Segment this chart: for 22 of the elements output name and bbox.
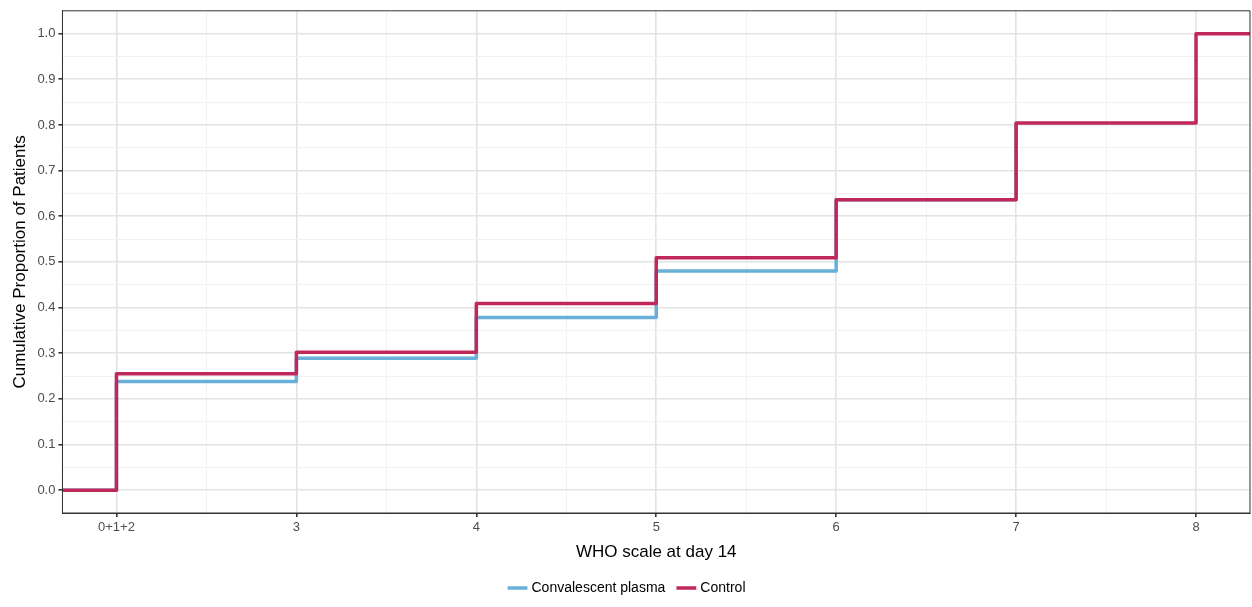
y-axis-title: Cumulative Proportion of Patients [9,135,29,389]
y-tick-label: 0.7 [37,162,56,178]
x-tick-label: 0+1+2 [98,519,135,535]
legend-label: Convalescent plasma [531,578,666,595]
y-tick-label: 1.0 [37,25,56,41]
x-tick-label: 3 [292,519,300,535]
x-tick-label: 5 [652,519,660,535]
y-tick-label: 0.4 [37,299,56,315]
legend-label: Control [700,578,746,595]
y-tick-label: 0.1 [37,436,56,452]
y-tick-label: 0.3 [37,344,56,360]
x-tick-label: 7 [1012,519,1020,535]
y-tick-label: 0.6 [37,207,56,223]
x-tick-label: 8 [1192,519,1200,535]
x-tick-label: 6 [832,519,840,535]
y-tick-label: 0.9 [37,70,56,86]
y-tick-label: 0.5 [37,253,56,269]
y-tick-label: 0.2 [37,390,56,406]
x-tick-label: 4 [472,519,480,535]
x-axis-title: WHO scale at day 14 [575,542,737,562]
y-tick-label: 0.0 [37,481,56,497]
y-tick-label: 0.8 [37,116,56,132]
